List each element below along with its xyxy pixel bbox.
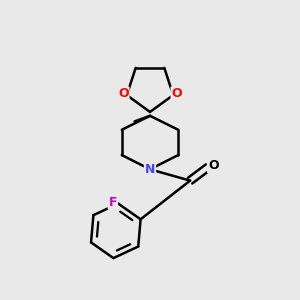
Text: F: F <box>109 196 117 208</box>
Text: O: O <box>171 87 182 101</box>
Text: O: O <box>208 159 219 172</box>
Text: N: N <box>145 163 155 176</box>
Text: O: O <box>118 87 129 101</box>
